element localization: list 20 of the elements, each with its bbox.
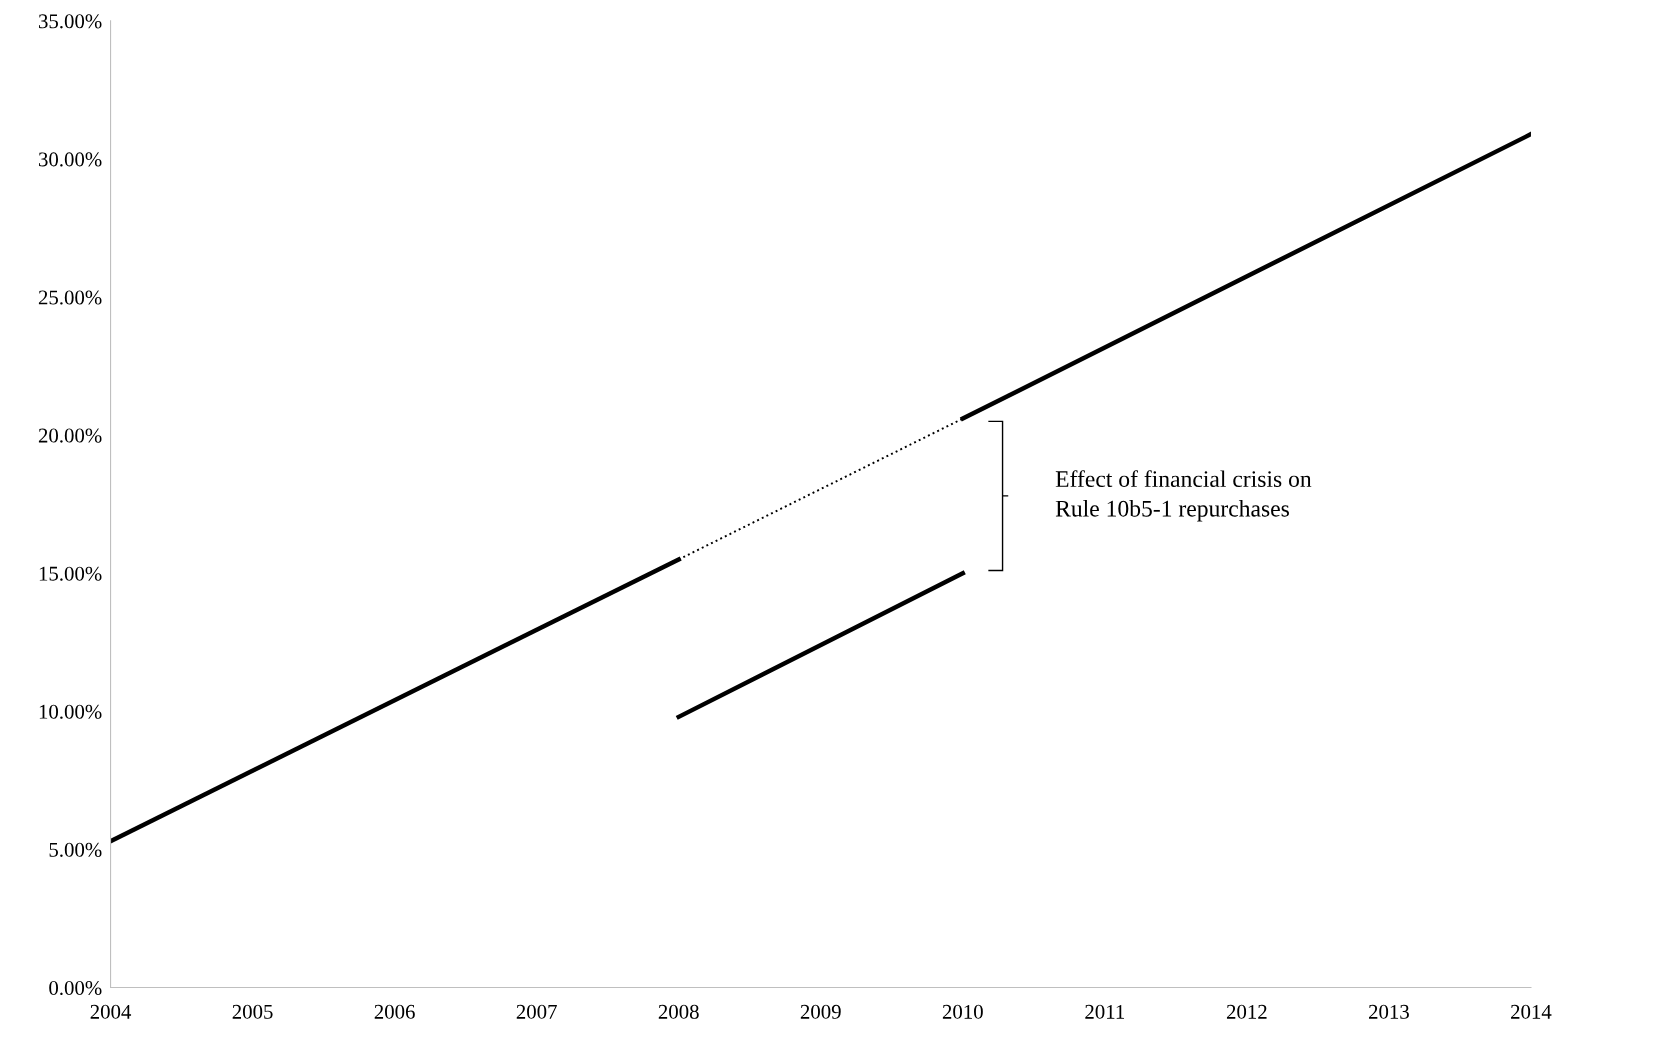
y-tick-label: 5.00% bbox=[49, 842, 102, 857]
x-tick-label: 2013 bbox=[1368, 1004, 1409, 1019]
x-tick-label: 2010 bbox=[942, 1004, 983, 1019]
x-tick-label: 2008 bbox=[658, 1004, 699, 1019]
x-tick-label: 2004 bbox=[90, 1004, 132, 1019]
x-tick-label: 2012 bbox=[1226, 1004, 1267, 1019]
y-tick-label: 25.00% bbox=[38, 290, 102, 305]
x-tick-label: 2006 bbox=[374, 1004, 415, 1019]
y-tick-label: 35.00% bbox=[38, 14, 102, 29]
y-tick-label: 10.00% bbox=[39, 704, 102, 719]
x-tick-label: 2005 bbox=[232, 1004, 273, 1019]
x-tick-label: 2014 bbox=[1511, 1004, 1552, 1019]
y-tick-label: 30.00% bbox=[38, 152, 102, 167]
y-tick-label: 15.00% bbox=[39, 566, 102, 581]
annotation: Effect of financial crisis on Rule 10b5-1 repurchases bbox=[1055, 470, 1312, 522]
y-tick-label: 20.00% bbox=[38, 428, 102, 443]
x-tick-label: 2007 bbox=[516, 1004, 557, 1019]
x-tick-label: 2011 bbox=[1085, 1004, 1125, 1019]
y-tick-label: 0.00% bbox=[49, 980, 102, 996]
x-tick-label: 2009 bbox=[800, 1004, 841, 1019]
